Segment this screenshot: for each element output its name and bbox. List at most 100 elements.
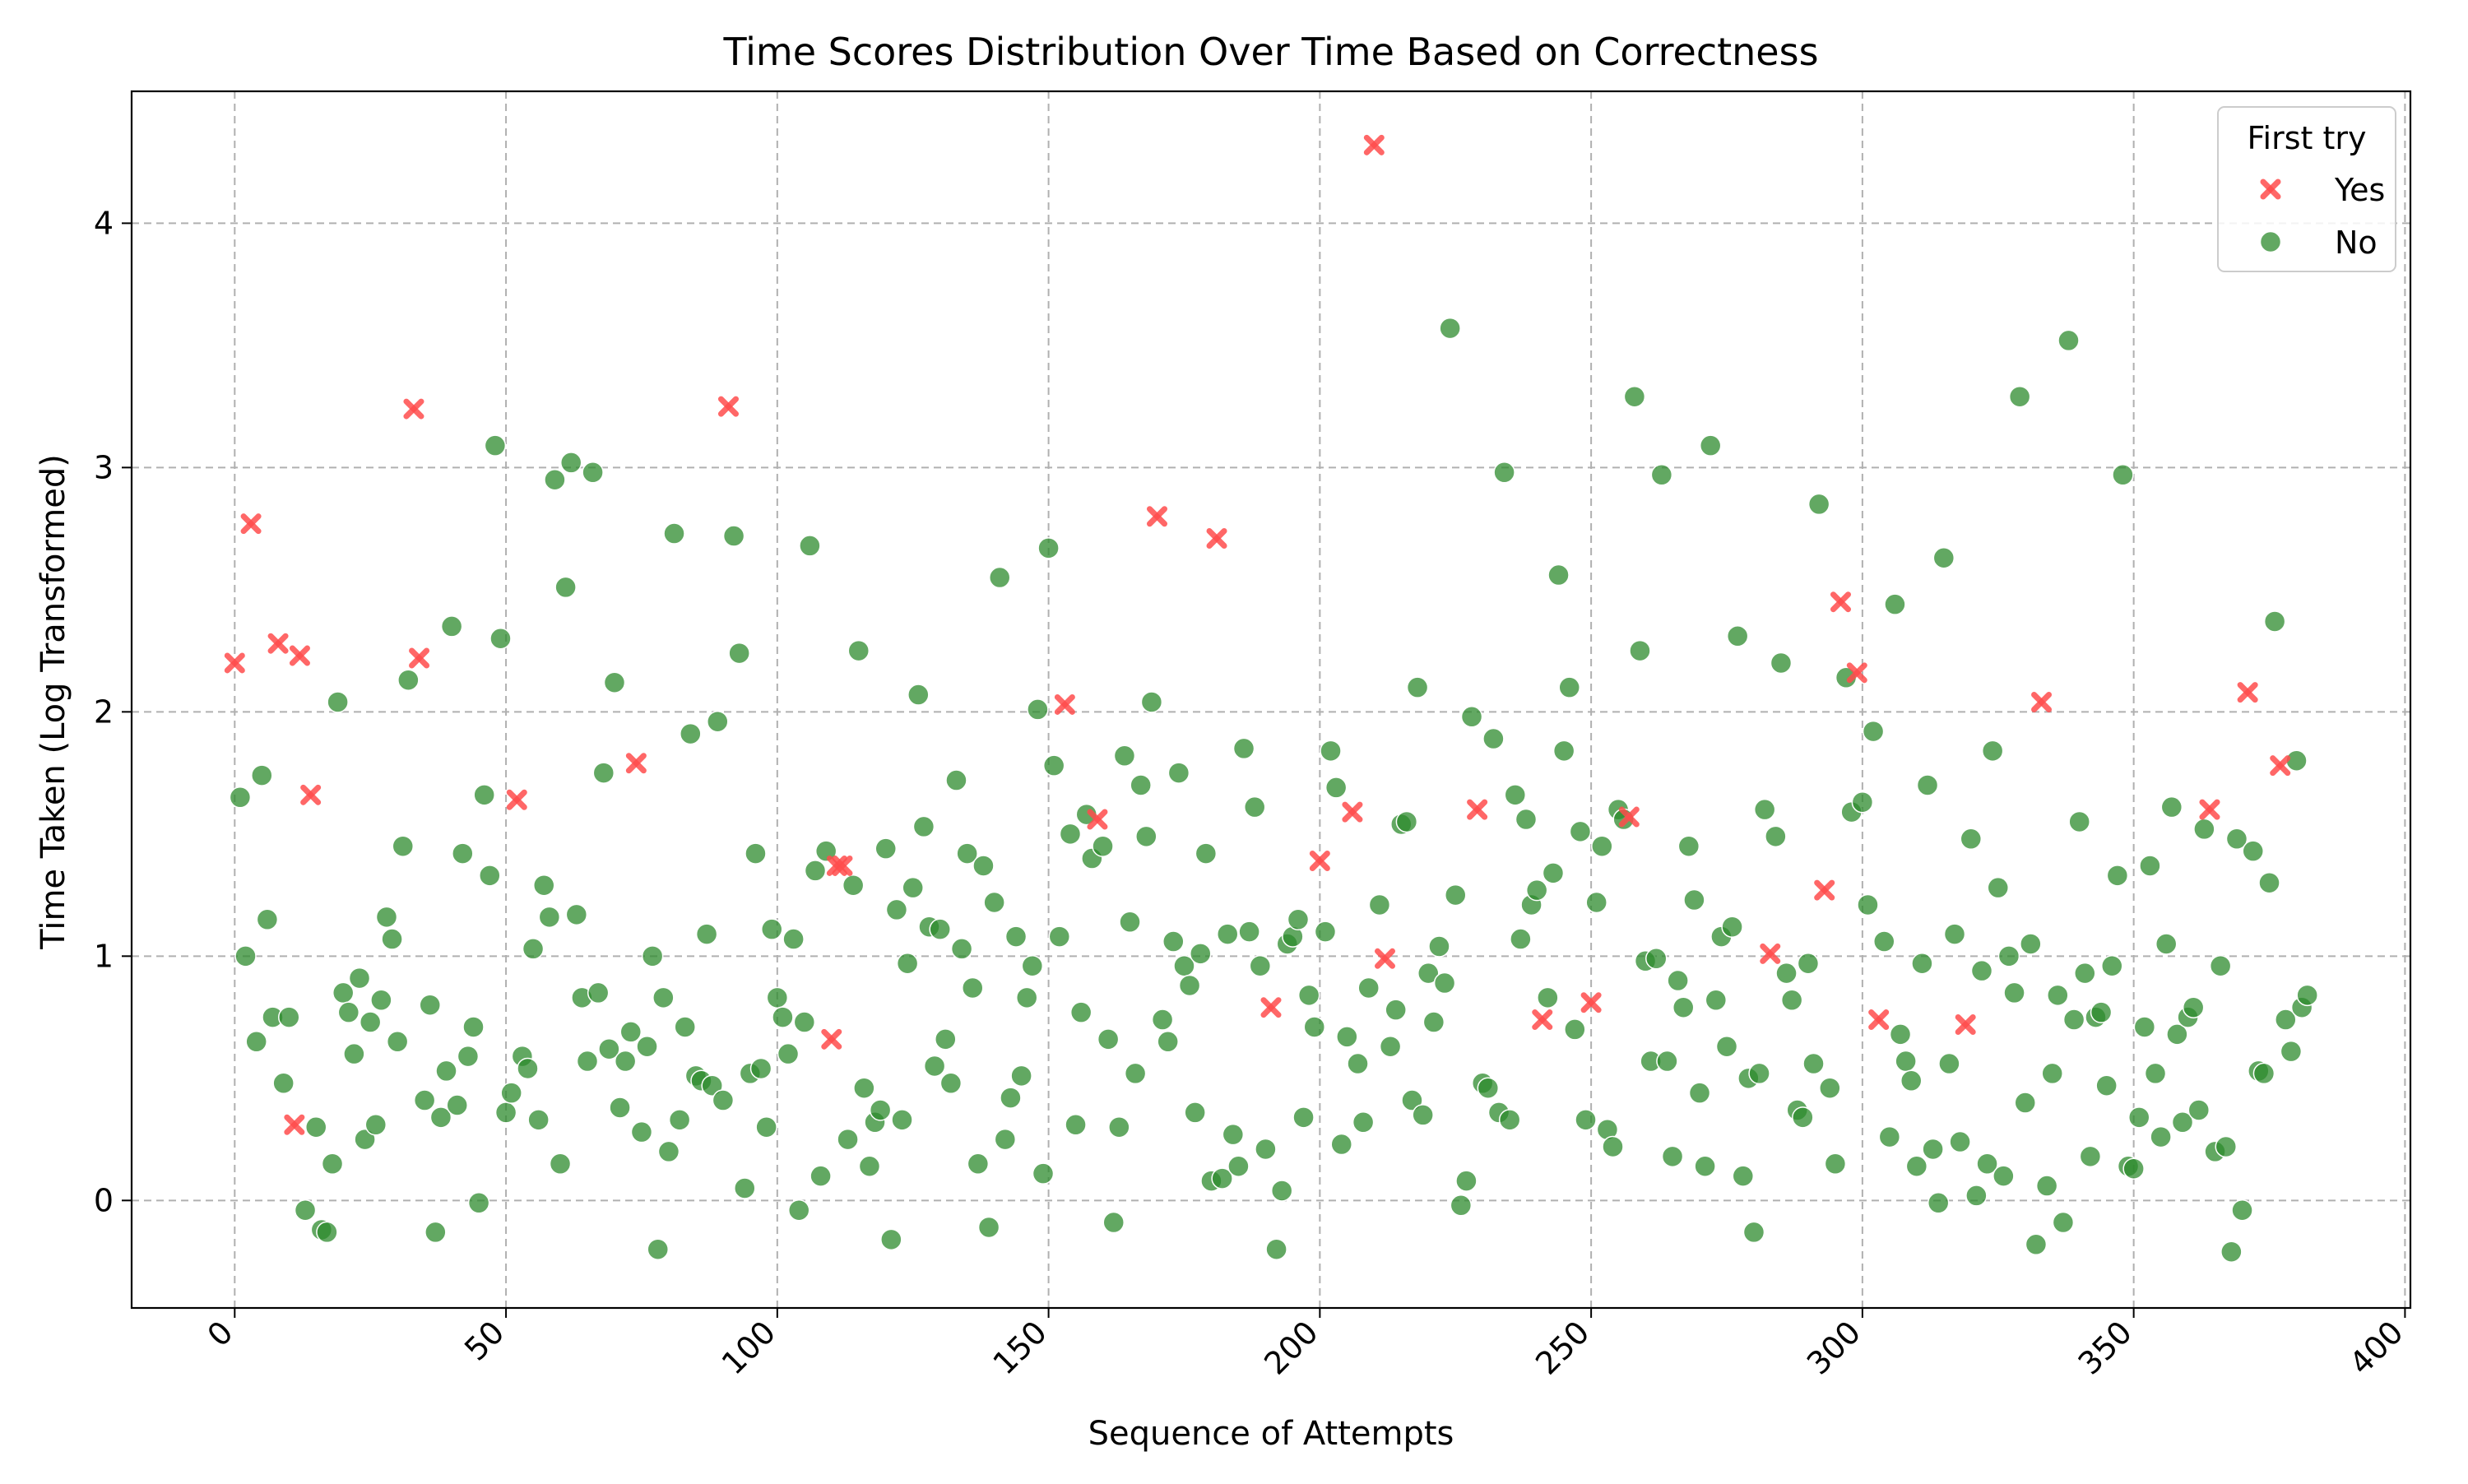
data-point: [1721, 916, 1743, 938]
data-point: [1151, 1009, 1174, 1031]
data-point: [2209, 954, 2232, 977]
y-tick-label: 2: [94, 693, 114, 730]
data-point: [1336, 1026, 1358, 1048]
data-point: [695, 923, 718, 945]
data-point: [962, 976, 984, 999]
data-point: [1525, 879, 1548, 902]
data-point: [1623, 385, 1646, 408]
data-point: [256, 908, 279, 931]
data-point: [2187, 1099, 2211, 1121]
data-point: [1537, 986, 1559, 1009]
data-point: [728, 642, 750, 665]
data-point: [1477, 1077, 1500, 1099]
data-point: [245, 1031, 267, 1053]
data-point: [972, 855, 995, 877]
data-point: [1048, 925, 1071, 948]
data-point: [354, 1128, 376, 1151]
data-point: [1884, 593, 1906, 615]
data-point: [1932, 546, 1955, 569]
data-point: [1732, 1165, 1755, 1187]
data-point: [1455, 1170, 1478, 1192]
data-point: [1075, 803, 1098, 826]
data-point: [1927, 1192, 1950, 1214]
data-point: [1032, 1162, 1055, 1185]
data-point: [1401, 1089, 1423, 1111]
data-point: [1760, 943, 1781, 964]
data-point: [2133, 1016, 2156, 1038]
data-point: [2074, 962, 2096, 985]
data-point: [1564, 1018, 1586, 1041]
data-point: [332, 981, 355, 1004]
data-point: [1498, 1109, 1521, 1131]
data-point: [1379, 1035, 1402, 1058]
data-point: [1255, 1138, 1277, 1161]
data-point: [2171, 1111, 2194, 1134]
data-point: [289, 645, 310, 666]
data-point: [2258, 871, 2280, 894]
data-point: [874, 837, 897, 860]
x-axis-label: Sequence of Attempts: [1088, 1415, 1454, 1453]
data-point: [1802, 1052, 1825, 1075]
data-point: [1065, 1114, 1087, 1136]
data-point: [2047, 984, 2069, 1007]
data-point: [392, 835, 415, 857]
data-point: [2112, 464, 2134, 486]
data-point: [278, 1006, 300, 1028]
data-point: [2003, 981, 2025, 1004]
data-point: [603, 671, 626, 693]
data-point: [300, 784, 322, 805]
data-point: [1292, 1106, 1315, 1129]
data-point: [500, 1082, 522, 1104]
data-point: [929, 918, 951, 940]
data-point: [1835, 666, 1858, 689]
data-point: [1748, 1062, 1770, 1085]
data-point: [1375, 948, 1395, 969]
data-points: [224, 134, 2318, 1263]
data-point: [923, 1055, 946, 1078]
data-point: [1775, 962, 1798, 985]
data-point: [717, 396, 739, 417]
data-point: [1357, 976, 1380, 999]
data-point: [1222, 1123, 1245, 1146]
data-point: [304, 1115, 327, 1139]
data-point: [1965, 1185, 1988, 1207]
data-point: [1287, 908, 1310, 931]
data-point: [2035, 1175, 2058, 1197]
data-point: [1021, 954, 1044, 977]
data-point: [614, 1050, 637, 1073]
data-point: [1569, 820, 1592, 843]
data-point: [842, 874, 865, 897]
data-point: [641, 945, 664, 967]
data-point: [429, 1106, 452, 1129]
data-point: [1460, 706, 1483, 728]
data-point: [1444, 883, 1467, 907]
data-point: [657, 1140, 680, 1163]
data-point: [1780, 989, 1803, 1012]
data-point: [1851, 791, 1874, 814]
data-point: [370, 989, 392, 1012]
data-point: [582, 461, 604, 484]
data-point: [826, 855, 847, 876]
data-point: [1699, 434, 1722, 457]
data-point: [479, 865, 501, 887]
data-point: [1618, 806, 1640, 828]
data-point: [663, 522, 685, 545]
legend-box: [2217, 106, 2396, 272]
data-point: [680, 722, 702, 745]
data-point: [1868, 1009, 1890, 1031]
data-point: [1297, 984, 1320, 1007]
data-point: [386, 1031, 409, 1053]
data-point: [229, 786, 252, 809]
legend: First try Yes No: [2217, 106, 2396, 272]
data-point: [294, 1199, 317, 1222]
data-point: [2025, 1233, 2048, 1256]
data-point: [619, 1021, 643, 1043]
data-point: [2237, 682, 2258, 703]
data-point: [2275, 1009, 2297, 1031]
data-point: [1216, 923, 1239, 945]
y-tick-label: 3: [94, 449, 114, 485]
data-point: [2193, 818, 2215, 841]
data-point: [2101, 954, 2123, 977]
data-point: [397, 669, 420, 691]
